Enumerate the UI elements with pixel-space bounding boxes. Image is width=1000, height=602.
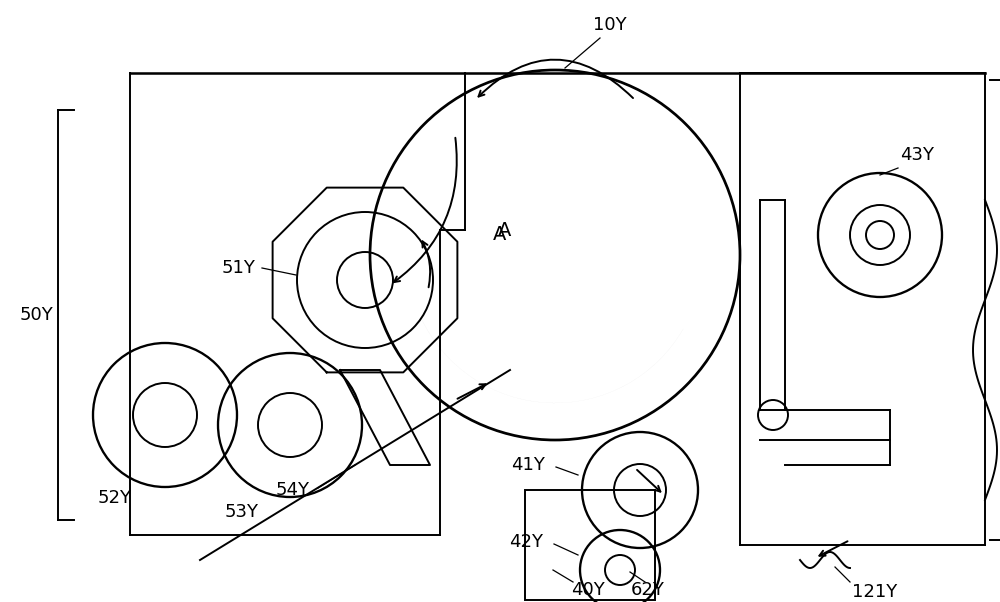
Text: 40Y: 40Y (571, 581, 605, 599)
Text: 51Y: 51Y (221, 259, 255, 277)
Text: A: A (498, 220, 512, 240)
Text: 52Y: 52Y (98, 489, 132, 507)
Text: 62Y: 62Y (631, 581, 665, 599)
Text: 50Y: 50Y (20, 306, 54, 324)
Bar (525, 490, 655, 600)
Text: 10Y: 10Y (593, 16, 627, 34)
Text: 41Y: 41Y (511, 456, 545, 474)
Text: 42Y: 42Y (509, 533, 543, 551)
Text: 54Y: 54Y (276, 481, 310, 499)
Text: A: A (493, 226, 507, 244)
Text: 121Y: 121Y (852, 583, 897, 601)
Text: 53Y: 53Y (225, 503, 259, 521)
Text: 43Y: 43Y (900, 146, 934, 164)
